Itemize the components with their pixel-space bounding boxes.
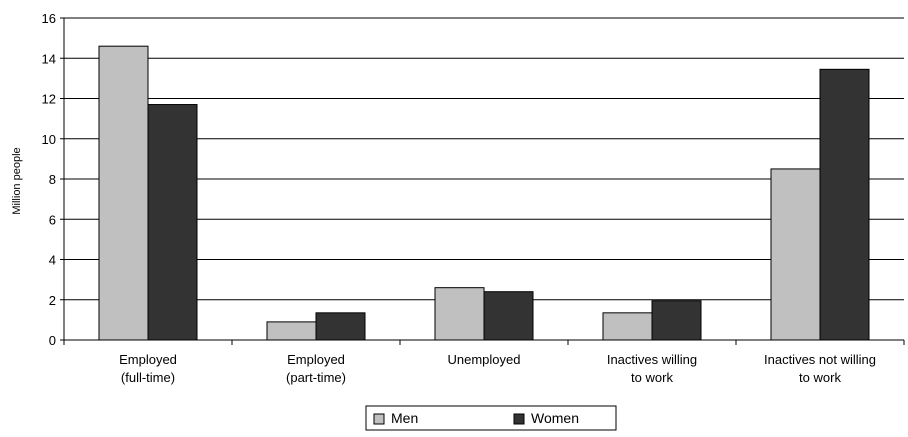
bar-men-3 (434, 287, 485, 341)
y-tick-label: 8 (49, 172, 56, 187)
legend-label-women: Women (531, 410, 579, 426)
bar-women-1 (147, 104, 198, 341)
bar-men-5 (770, 168, 821, 341)
bars (98, 45, 870, 341)
legend: Men Women (365, 405, 617, 431)
y-tick-label: 16 (42, 11, 56, 26)
y-tick-label: 4 (49, 253, 56, 268)
y-tick-label: 2 (49, 293, 56, 308)
y-tick-label: 10 (42, 132, 56, 147)
legend-swatch-men (373, 413, 385, 425)
bar-women-4 (651, 300, 702, 341)
gridlines (64, 17, 904, 301)
bar-women-2 (315, 312, 366, 341)
x-category-label: Unemployed (448, 352, 521, 367)
y-axis-label: Million people (11, 147, 23, 214)
legend-label-men: Men (391, 410, 418, 426)
x-category-label: Inactives willing to work (607, 352, 697, 385)
y-tick-label: 12 (42, 92, 56, 107)
x-category-label: Inactives not willing to work (764, 352, 876, 385)
bar-men-1 (98, 45, 149, 341)
bar-men-4 (602, 312, 653, 341)
y-tick-label: 0 (49, 333, 56, 348)
bar-women-3 (483, 291, 534, 341)
x-category-label: Employed (full-time) (119, 352, 177, 385)
x-category-label: Employed (part-time) (286, 352, 346, 385)
legend-box (365, 405, 617, 431)
legend-swatch-women (513, 413, 525, 425)
axes: 0 2 4 6 8 10 12 14 16 Employed (full-time) Employed… (42, 11, 905, 385)
y-tick-label: 14 (42, 51, 56, 66)
bar-men-2 (266, 321, 317, 341)
bar-women-5 (819, 68, 870, 341)
y-tick-label: 6 (49, 212, 56, 227)
